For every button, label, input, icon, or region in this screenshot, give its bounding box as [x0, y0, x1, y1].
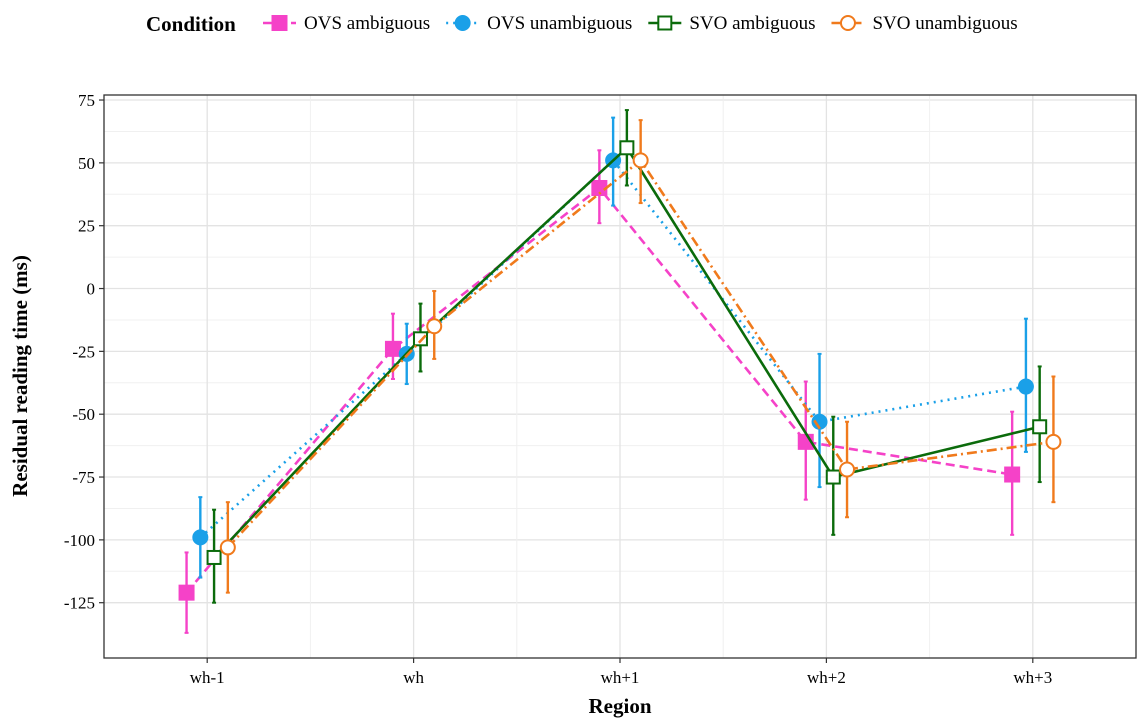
legend-label: SVO unambiguous: [872, 13, 1017, 34]
legend-key-marker: [454, 15, 471, 31]
data-point: [206, 549, 222, 565]
legend-label: OVS ambiguous: [304, 13, 430, 34]
data-point: [619, 140, 635, 156]
data-point: [178, 584, 195, 601]
legend: Condition OVS ambiguous OVS unambiguous SV…: [146, 12, 1018, 36]
legend-title: Condition: [146, 12, 236, 36]
legend-key-marker: [271, 15, 288, 31]
y-tick-label: -75: [72, 468, 95, 487]
data-point: [632, 152, 649, 169]
x-tick-label: wh+3: [1013, 668, 1052, 687]
legend-label: SVO ambiguous: [689, 13, 815, 34]
data-point: [825, 469, 841, 485]
y-tick-label: -25: [72, 342, 95, 361]
y-tick-label: 50: [78, 154, 95, 173]
data-point: [412, 331, 428, 347]
data-point: [1004, 466, 1021, 483]
series-svo-ambiguous: [206, 109, 1048, 604]
series-layer: [178, 109, 1062, 634]
y-tick-label: 25: [78, 217, 95, 236]
legend-key: [446, 15, 480, 31]
x-tick-label: wh-1: [190, 668, 225, 687]
y-axis: 75 50 25 0 -25 -50 -75 -100 -125: [64, 91, 104, 613]
legend-key: [831, 15, 865, 31]
x-tick-label: wh+2: [807, 668, 846, 687]
series-svo-unambiguous: [219, 119, 1062, 594]
data-point: [426, 318, 443, 335]
data-point: [219, 539, 236, 556]
x-tick-label: wh: [403, 668, 424, 687]
y-tick-label: -50: [72, 405, 95, 424]
legend-key: [263, 15, 296, 31]
y-tick-label: -100: [64, 531, 95, 550]
data-point: [1045, 433, 1062, 450]
data-point: [384, 340, 401, 357]
data-point: [1017, 378, 1034, 395]
x-axis: wh-1 wh wh+1 wh+2 wh+3: [190, 658, 1052, 687]
legend-key-marker: [839, 15, 856, 31]
y-tick-label: 0: [87, 280, 96, 299]
data-point: [192, 529, 209, 546]
y-tick-label: -125: [64, 594, 95, 613]
x-tick-label: wh+1: [601, 668, 640, 687]
legend-label: OVS unambiguous: [487, 13, 632, 34]
data-point: [839, 461, 856, 478]
y-axis-title: Residual reading time (ms): [8, 255, 32, 497]
x-axis-title: Region: [589, 694, 652, 718]
data-point: [1032, 419, 1048, 435]
y-tick-label: 75: [78, 91, 95, 110]
legend-key: [648, 15, 682, 31]
legend-key-marker: [657, 15, 673, 31]
data-point: [811, 413, 828, 430]
